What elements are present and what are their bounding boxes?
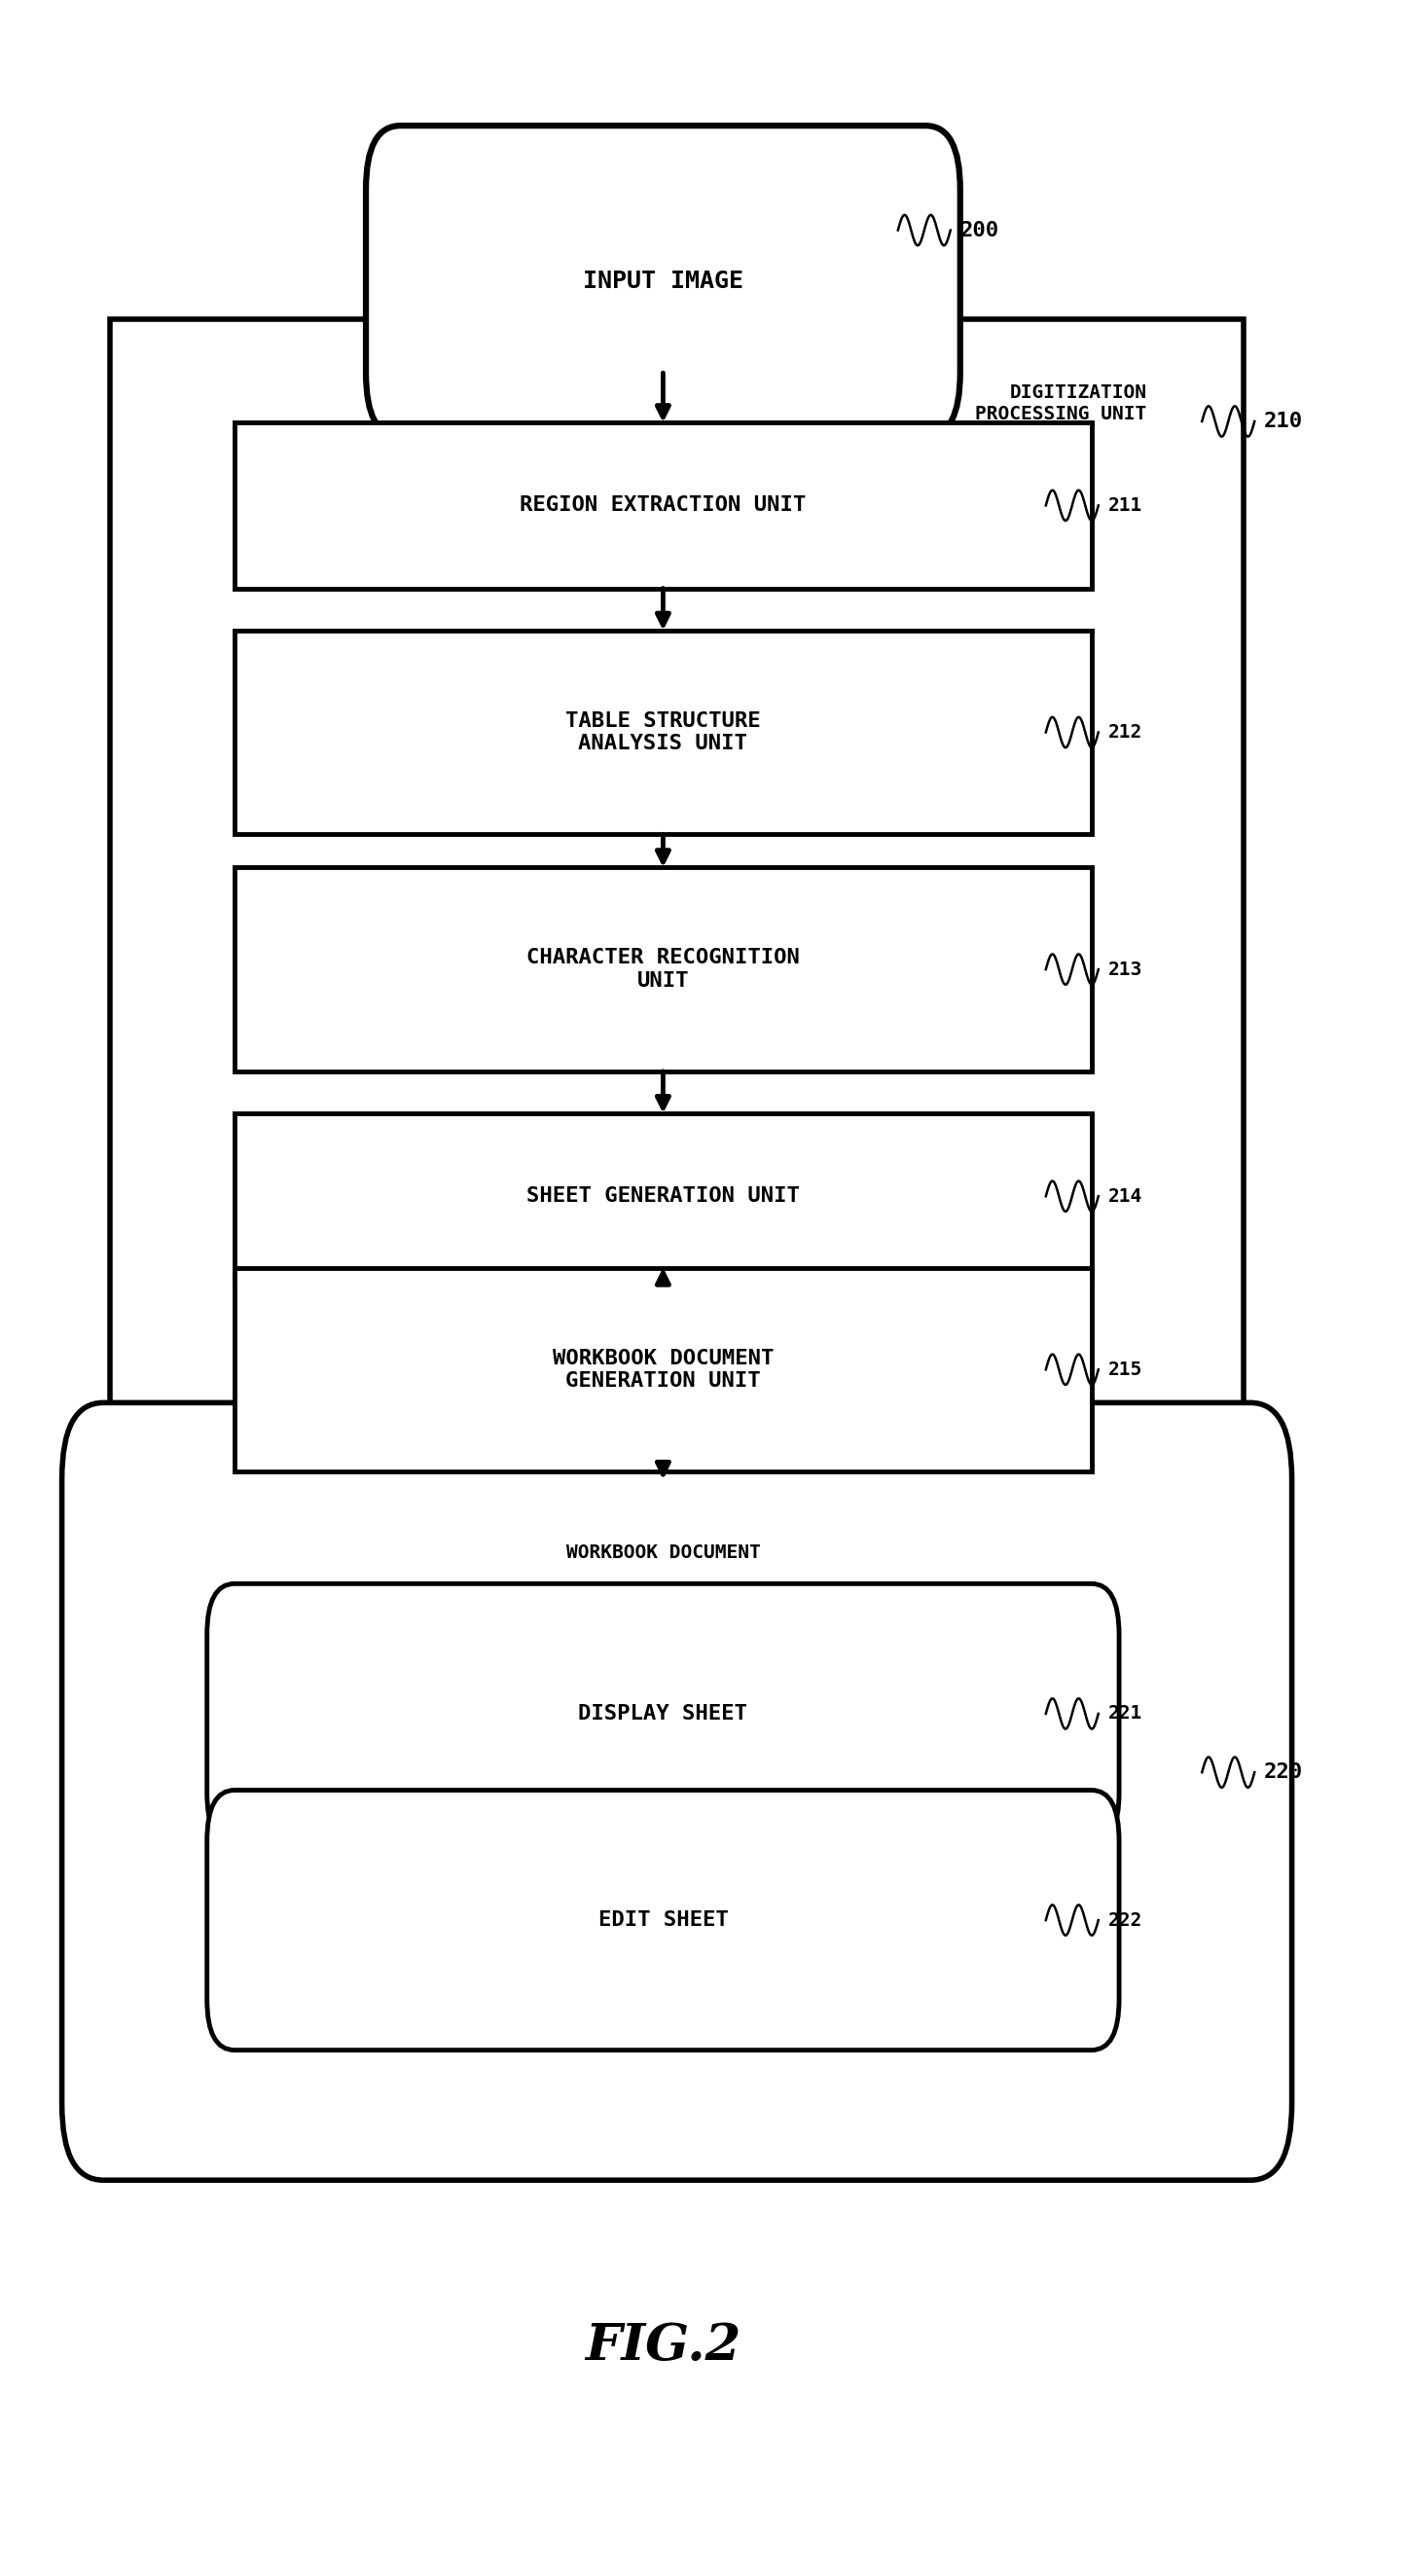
- FancyBboxPatch shape: [235, 1267, 1092, 1471]
- Text: 213: 213: [1107, 961, 1143, 979]
- FancyBboxPatch shape: [235, 631, 1092, 835]
- Text: REGION EXTRACTION UNIT: REGION EXTRACTION UNIT: [520, 495, 806, 515]
- FancyBboxPatch shape: [235, 422, 1092, 587]
- FancyBboxPatch shape: [235, 868, 1092, 1072]
- Text: WORKBOOK DOCUMENT
GENERATION UNIT: WORKBOOK DOCUMENT GENERATION UNIT: [552, 1350, 774, 1391]
- Text: DISPLAY SHEET: DISPLAY SHEET: [579, 1703, 748, 1723]
- FancyBboxPatch shape: [207, 1790, 1119, 2050]
- Text: 200: 200: [960, 222, 999, 240]
- Text: 215: 215: [1107, 1360, 1143, 1378]
- FancyBboxPatch shape: [62, 1404, 1292, 2179]
- Text: INPUT IMAGE: INPUT IMAGE: [583, 270, 744, 294]
- Text: 211: 211: [1107, 497, 1143, 515]
- Text: FIG.2: FIG.2: [585, 2321, 741, 2370]
- Text: EDIT SHEET: EDIT SHEET: [597, 1911, 728, 1929]
- FancyBboxPatch shape: [110, 319, 1244, 1440]
- Text: 212: 212: [1107, 724, 1143, 742]
- FancyBboxPatch shape: [235, 1113, 1092, 1280]
- Text: 221: 221: [1107, 1705, 1143, 1723]
- Text: DIGITIZATION
PROCESSING UNIT: DIGITIZATION PROCESSING UNIT: [975, 384, 1147, 422]
- Text: 222: 222: [1107, 1911, 1143, 1929]
- Text: 214: 214: [1107, 1188, 1143, 1206]
- Text: 210: 210: [1264, 412, 1303, 430]
- Text: CHARACTER RECOGNITION
UNIT: CHARACTER RECOGNITION UNIT: [527, 948, 800, 989]
- Text: WORKBOOK DOCUMENT: WORKBOOK DOCUMENT: [566, 1543, 761, 1561]
- FancyBboxPatch shape: [366, 126, 960, 438]
- FancyBboxPatch shape: [207, 1584, 1119, 1844]
- Text: 220: 220: [1264, 1762, 1303, 1783]
- Text: TABLE STRUCTURE
ANALYSIS UNIT: TABLE STRUCTURE ANALYSIS UNIT: [565, 711, 761, 752]
- Text: SHEET GENERATION UNIT: SHEET GENERATION UNIT: [527, 1188, 800, 1206]
